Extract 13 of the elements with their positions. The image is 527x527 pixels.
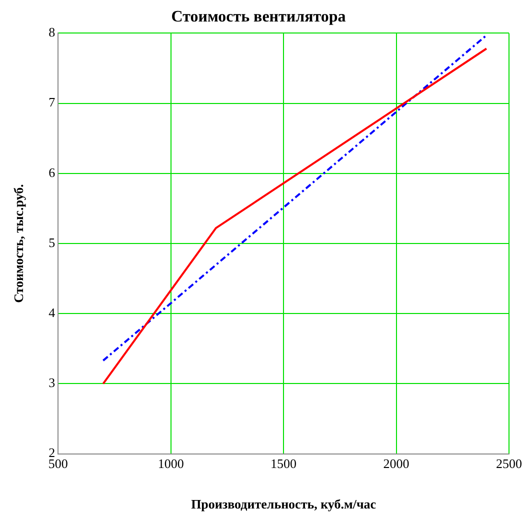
y-tick-label: 4 xyxy=(48,305,56,320)
x-tick-label: 1500 xyxy=(270,456,297,472)
chart-title: Стоимость вентилятора xyxy=(171,8,346,26)
y-tick-label: 7 xyxy=(48,94,56,110)
y-tick-label: 3 xyxy=(48,375,56,390)
x-tick-label: 2500 xyxy=(496,456,522,472)
y-tick-label: 6 xyxy=(48,164,56,180)
x-axis-title: Производительность, куб.м/час xyxy=(191,496,376,512)
y-axis-title: Стоимость, тыс.руб. xyxy=(11,184,26,303)
y-tick-label: 5 xyxy=(48,234,56,250)
y-tick-label: 8 xyxy=(48,24,56,40)
x-tick-label: 2000 xyxy=(383,456,410,472)
x-tick-label: 1000 xyxy=(158,456,184,472)
